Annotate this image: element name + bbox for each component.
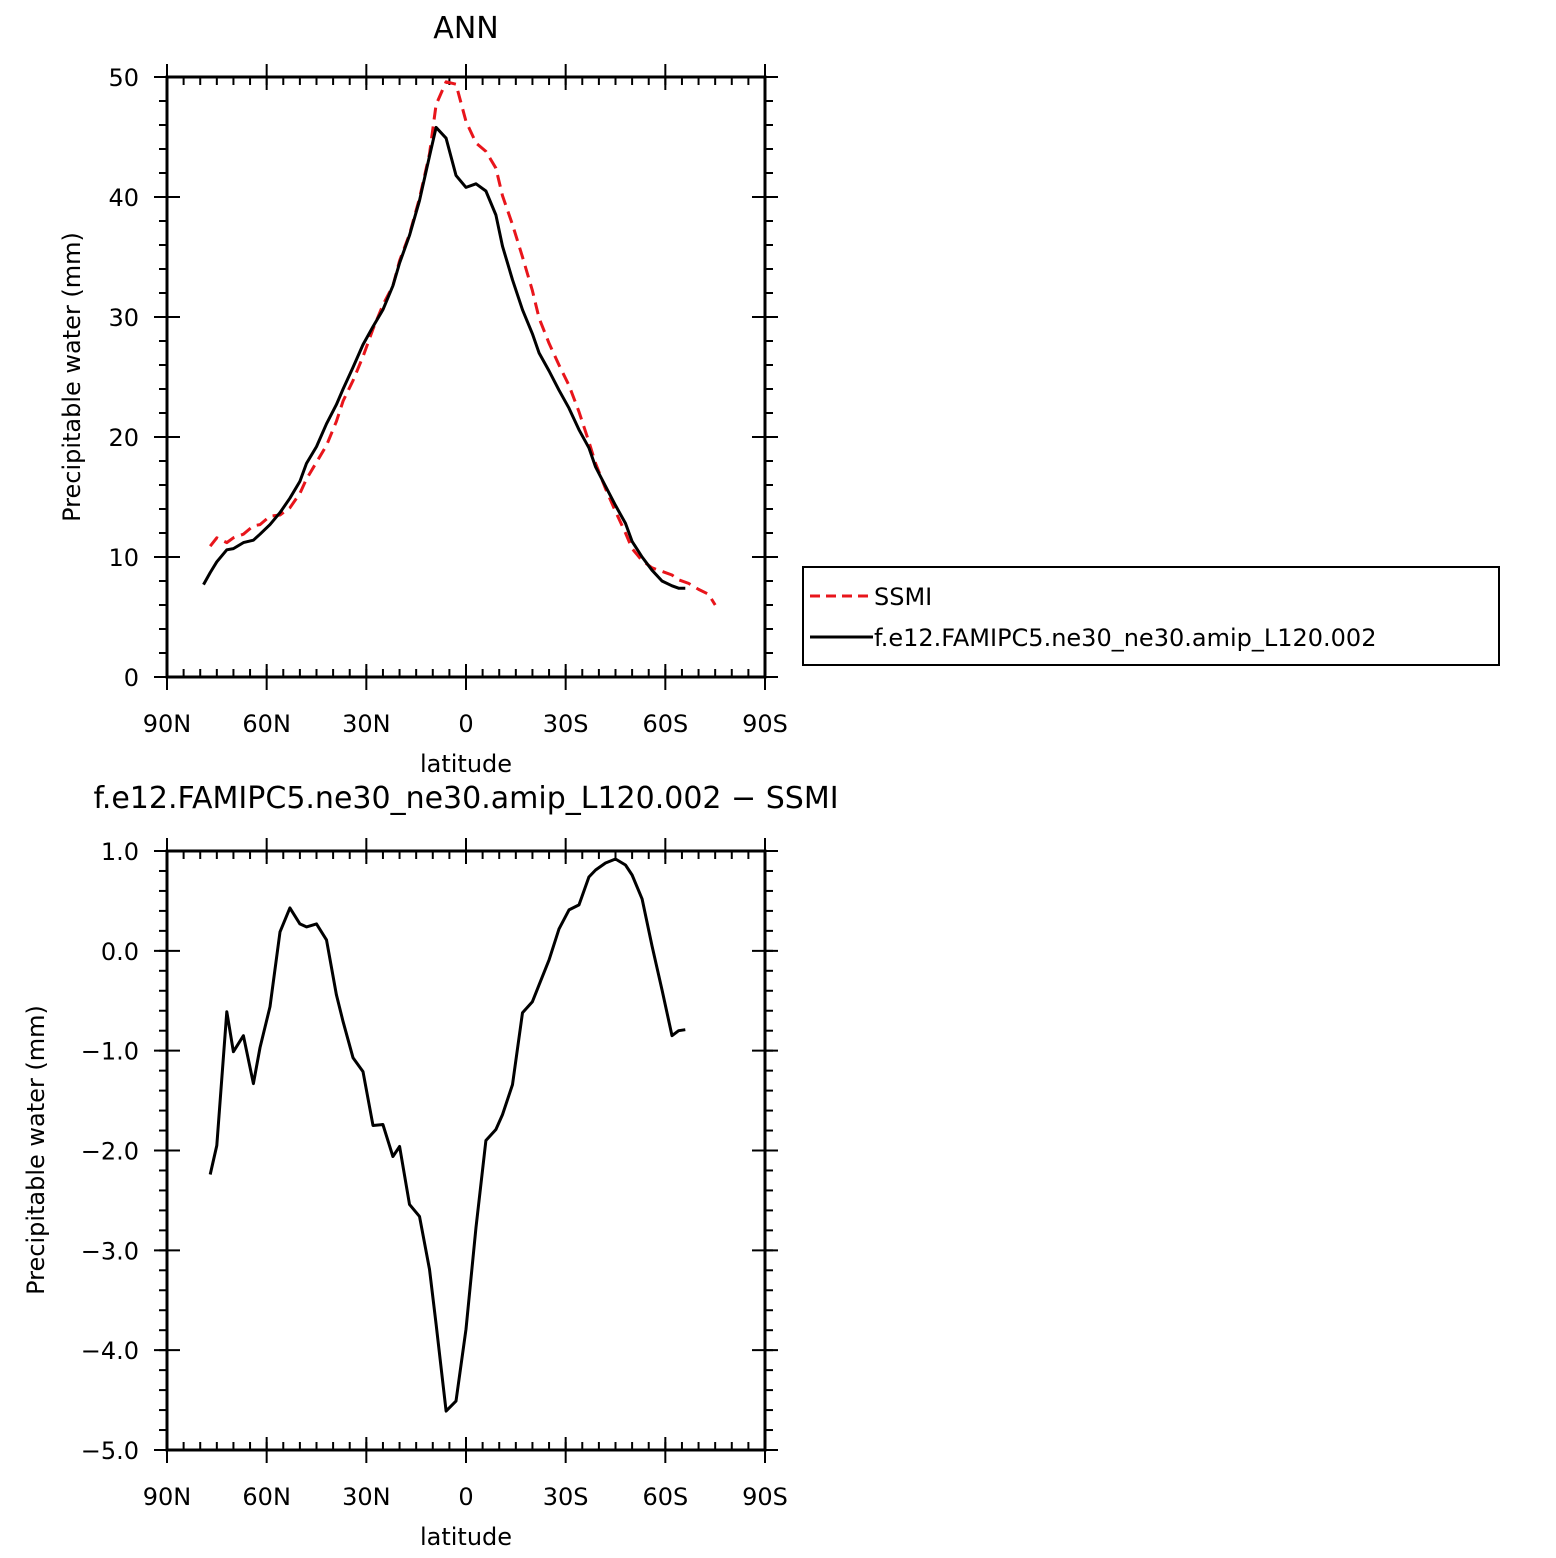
bottom-x-tick-label: 90N <box>143 1483 192 1511</box>
top-x-tick-label: 90N <box>143 710 192 738</box>
top-x-tick-label: 60N <box>242 710 291 738</box>
bottom-y-tick-label: 1.0 <box>101 838 139 866</box>
top-y-tick-label: 20 <box>108 424 139 452</box>
bottom-xlabel: latitude <box>420 1523 512 1551</box>
top-xlabel: latitude <box>420 750 512 778</box>
top-x-tick-label: 60S <box>642 710 688 738</box>
bottom-y-tick-label: −2.0 <box>81 1138 139 1166</box>
bottom-ylabel: Precipitable water (mm) <box>22 1005 50 1295</box>
top-x-tick-label: 30N <box>342 710 391 738</box>
bottom-y-tick-label: −5.0 <box>81 1437 139 1465</box>
top-y-tick-label: 40 <box>108 184 139 212</box>
top-panel: ANN 90N 60N 30N 0 30S 60S 90S 0 10 20 30 40 50 latit… <box>58 11 788 778</box>
bottom-x-tick-label: 60S <box>642 1483 688 1511</box>
bottom-y-tick-label: −4.0 <box>81 1337 139 1365</box>
legend: SSMI f.e12.FAMIPC5.ne30_ne30.amip_L120.0… <box>802 566 1500 666</box>
top-series-line-model <box>202 125 686 590</box>
top-y-tick-label: 0 <box>124 664 139 692</box>
top-x-tick-label: 30S <box>543 710 589 738</box>
top-ticks: 90N 60N 30N 0 30S 60S 90S 0 10 20 30 40 50 <box>108 64 788 738</box>
legend-label-ssmi: SSMI <box>874 583 932 611</box>
bottom-x-tick-label: 30N <box>342 1483 391 1511</box>
bottom-panel: f.e12.FAMIPC5.ne30_ne30.amip_L120.002 − … <box>22 781 839 1551</box>
bottom-x-tick-label: 30S <box>543 1483 589 1511</box>
bottom-plot-frame <box>165 849 767 1452</box>
bottom-series-group <box>208 857 686 1413</box>
top-series-group <box>202 80 717 606</box>
bottom-y-tick-label: 0.0 <box>101 938 139 966</box>
legend-label-model: f.e12.FAMIPC5.ne30_ne30.amip_L120.002 <box>874 624 1376 652</box>
bottom-chart-title: f.e12.FAMIPC5.ne30_ne30.amip_L120.002 − … <box>93 781 838 816</box>
bottom-x-tick-label: 60N <box>242 1483 291 1511</box>
bottom-y-tick-label: −1.0 <box>81 1038 139 1066</box>
bottom-series-line-difference <box>208 857 686 1413</box>
bottom-y-tick-label: −3.0 <box>81 1237 139 1265</box>
bottom-x-tick-label: 90S <box>742 1483 788 1511</box>
top-x-tick-label: 90S <box>742 710 788 738</box>
top-chart-title: ANN <box>433 11 498 46</box>
top-ylabel: Precipitable water (mm) <box>58 232 86 522</box>
top-y-tick-label: 50 <box>108 64 139 92</box>
bottom-ticks: 90N 60N 30N 0 30S 60S 90S 1.0 0.0 −1.0 −2.0 −3.0 −4.… <box>81 838 788 1511</box>
top-y-tick-label: 30 <box>108 304 139 332</box>
bottom-x-tick-label: 0 <box>458 1483 473 1511</box>
top-y-tick-label: 10 <box>108 544 139 572</box>
top-series-line-ssmi <box>209 80 717 606</box>
legend-box <box>802 566 1500 666</box>
top-x-tick-label: 0 <box>458 710 473 738</box>
